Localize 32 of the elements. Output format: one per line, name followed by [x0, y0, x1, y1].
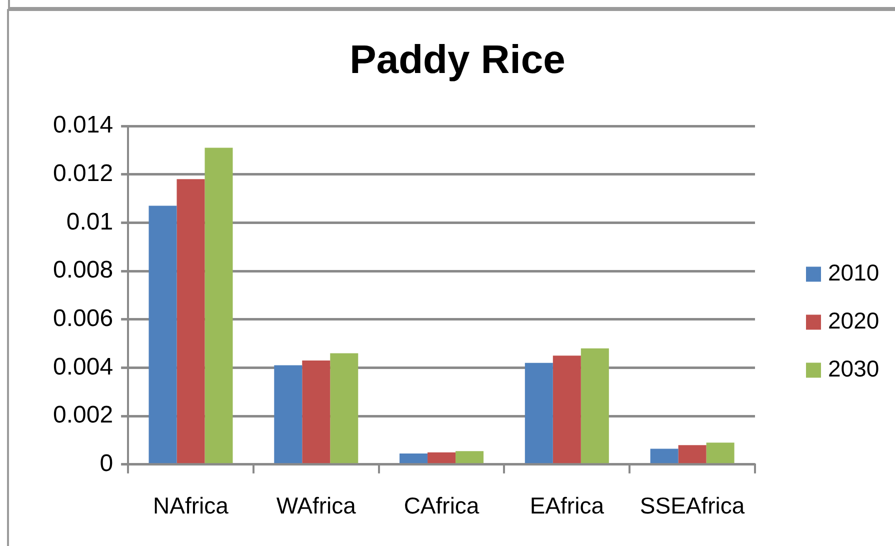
y-tick-label: 0.012	[52, 160, 114, 187]
x-tick-label: EAfrica	[530, 492, 604, 519]
bar	[456, 451, 484, 464]
y-tick-label: 0.01	[66, 208, 114, 236]
bar	[678, 445, 706, 464]
y-tick-label: 0.002	[52, 402, 114, 429]
x-tick-label: WAfrica	[276, 492, 356, 519]
bar	[650, 448, 678, 464]
bar	[204, 148, 233, 464]
bar	[148, 206, 177, 464]
y-tick-label: 0	[100, 450, 114, 478]
bar	[552, 356, 581, 464]
bar	[706, 442, 734, 464]
bar	[176, 179, 205, 464]
bar	[428, 452, 456, 464]
legend-label: 2020	[828, 308, 880, 334]
bar	[524, 362, 553, 464]
chart-title: Paddy Rice	[350, 38, 566, 82]
legend-label: 2030	[828, 356, 880, 382]
y-tick-label: 0.014	[52, 112, 114, 139]
x-tick-label: NAfrica	[153, 492, 229, 519]
bar	[580, 348, 609, 464]
legend-label: 2010	[828, 260, 880, 286]
y-tick-label: 0.006	[52, 304, 114, 332]
bar	[400, 454, 428, 464]
x-tick-label: SSEAfrica	[640, 492, 745, 519]
x-tick-label: CAfrica	[404, 492, 480, 519]
bar	[330, 353, 358, 464]
y-tick-label: 0.008	[52, 256, 114, 284]
y-tick-label: 0.004	[52, 353, 114, 380]
bar	[302, 360, 330, 464]
bar	[274, 365, 302, 464]
